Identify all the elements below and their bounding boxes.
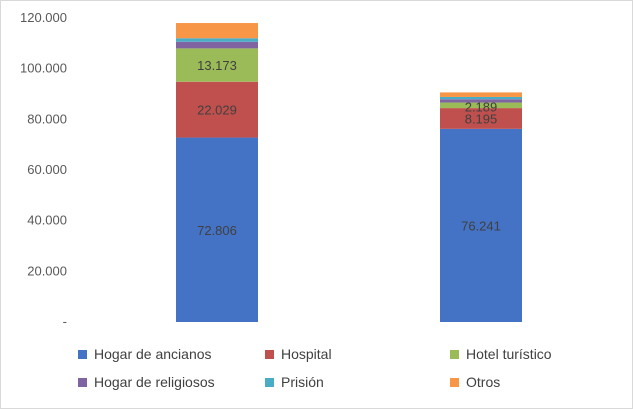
bar-segment [440, 128, 522, 322]
legend-label: Otros [466, 374, 500, 390]
bar-segment [176, 81, 258, 138]
bars [176, 23, 522, 322]
bar-segment [440, 108, 522, 129]
data-label: 2.189 [465, 100, 498, 115]
legend-label: Hotel turístico [466, 346, 552, 362]
bar-segment [440, 102, 522, 109]
bar-segment [176, 41, 258, 49]
legend-swatch [450, 378, 459, 387]
y-axis: - 20.000 40.000 60.000 80.000 100.000 120.000 [20, 10, 67, 329]
legend-label: Hogar de ancianos [94, 346, 212, 362]
legend-swatch [265, 378, 274, 387]
bar-segment [440, 92, 522, 97]
legend-swatch [78, 378, 87, 387]
y-tick-label: 40.000 [27, 213, 67, 228]
y-tick-label: 120.000 [20, 10, 67, 25]
data-label: 22.029 [197, 103, 237, 118]
y-tick-label: 80.000 [27, 111, 67, 126]
legend-label: Hogar de religiosos [94, 374, 215, 390]
legend-swatch [78, 350, 87, 359]
data-label: 72.806 [197, 223, 237, 238]
bar-segment [440, 99, 522, 103]
bar-segment [176, 48, 258, 82]
legend-label: Prisión [281, 374, 324, 390]
bar-segment [440, 96, 522, 100]
data-label: 13.173 [197, 58, 237, 73]
y-tick-label: 60.000 [27, 162, 67, 177]
legend-swatch [265, 350, 274, 359]
bar-segment [176, 23, 258, 39]
y-tick-label: 20.000 [27, 263, 67, 278]
legend-label: Hospital [281, 346, 332, 362]
bar-segment [176, 137, 258, 322]
bar-segment [176, 38, 258, 42]
legend-swatch [450, 350, 459, 359]
y-tick-label: - [63, 314, 67, 329]
data-label: 8.195 [465, 111, 498, 126]
data-label: 76.241 [461, 218, 501, 233]
legend: Hogar de ancianos Hospital Hotel turístico… [78, 346, 552, 390]
y-tick-label: 100.000 [20, 61, 67, 76]
